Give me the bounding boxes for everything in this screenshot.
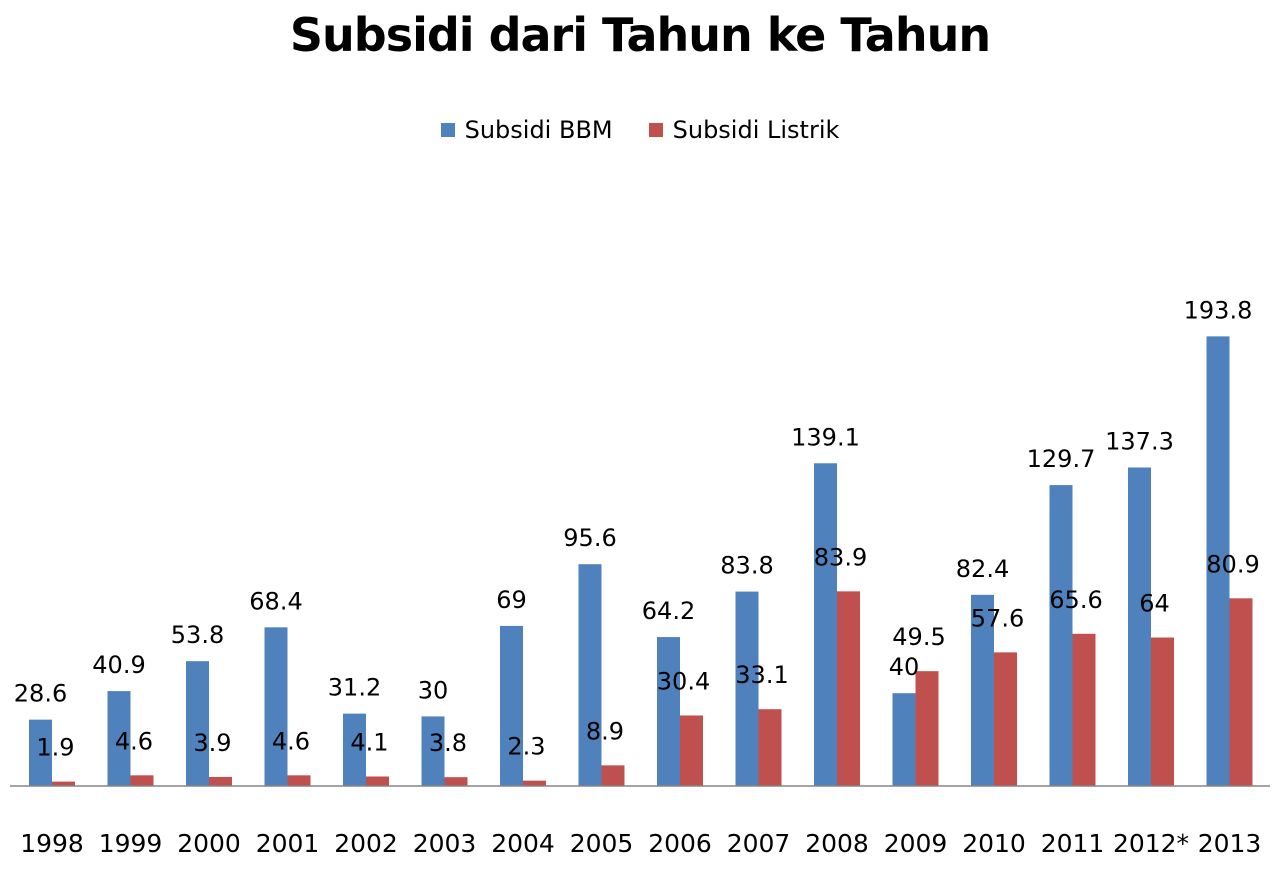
legend-label-bbm: Subsidi BBM (464, 116, 613, 144)
x-tick-2011: 2011 (1041, 829, 1105, 858)
x-tick-2008: 2008 (805, 829, 869, 858)
bar-listrik-2007 (758, 709, 782, 786)
label-listrik-1998: 1.9 (36, 734, 74, 762)
x-tick-1998: 1998 (20, 829, 84, 858)
x-tick-2002: 2002 (334, 829, 398, 858)
bar-listrik-2009 (915, 671, 939, 786)
bar-listrik-2000 (209, 776, 232, 786)
x-tick-2001: 2001 (256, 829, 320, 858)
x-tick-2010: 2010 (962, 829, 1026, 858)
x-tick-2003: 2003 (413, 829, 477, 858)
bar-bbm-2001 (264, 627, 288, 786)
label-listrik-2008: 83.9 (814, 543, 867, 571)
label-bbm-2001: 68.4 (249, 587, 302, 615)
x-tick-2005: 2005 (570, 829, 634, 858)
bar-bbm-2013 (1206, 336, 1230, 786)
label-bbm-2012*: 137.3 (1105, 427, 1174, 455)
x-tick-2007: 2007 (727, 829, 791, 858)
label-listrik-2013: 80.9 (1206, 550, 1259, 578)
bar-bbm-1999 (107, 691, 131, 786)
x-tick-labels-group: 1998 1999 2000 2001 2002 2003 2004 2005 2006 2007… (20, 829, 1261, 858)
label-bbm-2006: 64.2 (642, 597, 695, 625)
label-bbm-1998: 28.6 (14, 680, 67, 708)
label-bbm-2010: 82.4 (956, 555, 1009, 583)
x-tick-1999: 1999 (99, 829, 163, 858)
label-listrik-2006: 30.4 (657, 667, 710, 695)
label-listrik-2004: 2.3 (507, 733, 545, 761)
label-listrik-2002: 4.1 (350, 728, 388, 756)
bar-bbm-2002 (343, 713, 366, 786)
legend-item-listrik: Subsidi Listrik (648, 116, 840, 144)
chart-title: Subsidi dari Tahun ke Tahun (289, 8, 991, 62)
x-tick-2013: 2013 (1198, 829, 1262, 858)
label-listrik-2009: 49.5 (892, 623, 945, 651)
bar-bbm-2000 (186, 661, 209, 786)
bar-bbm-2012* (1128, 467, 1151, 786)
bar-bbm-2003 (421, 716, 445, 786)
bar-bbm-2006 (657, 637, 680, 786)
bar-listrik-2005 (601, 765, 625, 786)
label-bbm-2007: 83.8 (720, 552, 773, 580)
x-tick-2006: 2006 (648, 829, 712, 858)
bar-bbm-2008 (814, 463, 837, 786)
x-tick-2000: 2000 (177, 829, 241, 858)
bar-listrik-2004 (523, 780, 546, 786)
legend-swatch-bbm (440, 123, 455, 137)
bar-bbm-2007 (735, 591, 759, 786)
bar-bbm-2004 (500, 625, 523, 786)
label-bbm-2003: 30 (418, 676, 449, 704)
label-bbm-2008: 139.1 (791, 423, 860, 451)
label-listrik-2007: 33.1 (735, 661, 788, 689)
bar-listrik-1998 (52, 781, 75, 786)
value-labels-group: 28.6 1.9 40.9 4.6 53.8 3.9 68.4 4.6 31.2 4.1 30 3.8… (14, 296, 1260, 761)
bar-listrik-2008 (837, 591, 860, 786)
bar-bbm-2005 (578, 564, 602, 786)
bar-bbm-2010 (971, 594, 994, 786)
label-bbm-1999: 40.9 (92, 651, 145, 679)
label-listrik-2003: 3.8 (429, 729, 467, 757)
legend-item-bbm: Subsidi BBM (440, 116, 613, 144)
bar-listrik-2003 (444, 777, 468, 786)
label-listrik-2001: 4.6 (272, 727, 310, 755)
legend-label-listrik: Subsidi Listrik (672, 116, 840, 144)
label-listrik-2000: 3.9 (193, 729, 231, 757)
label-listrik-2012*: 64 (1139, 590, 1170, 618)
bar-listrik-2001 (287, 775, 311, 786)
bar-listrik-2013 (1229, 598, 1253, 786)
bars-group (29, 336, 1253, 786)
x-tick-2009: 2009 (884, 829, 948, 858)
label-listrik-1999: 4.6 (115, 727, 153, 755)
legend: Subsidi BBM Subsidi Listrik (0, 116, 1280, 144)
x-tick-2004: 2004 (491, 829, 555, 858)
bar-bbm-2009 (892, 693, 916, 786)
bar-bbm-1998 (29, 719, 52, 786)
label-bbm-2009: 40 (889, 653, 920, 681)
bar-listrik-2012* (1151, 637, 1174, 786)
bar-listrik-2006 (680, 715, 703, 786)
label-bbm-2000: 53.8 (171, 621, 224, 649)
label-bbm-2002: 31.2 (328, 674, 381, 702)
label-bbm-2005: 95.6 (563, 524, 616, 552)
bar-listrik-2010 (994, 652, 1017, 786)
legend-swatch-listrik (648, 123, 663, 137)
bar-bbm-2011 (1049, 485, 1073, 786)
bar-listrik-2002 (366, 776, 389, 786)
label-bbm-2004: 69 (496, 586, 527, 614)
x-tick-2012*: 2012* (1113, 829, 1189, 858)
label-bbm-2011: 129.7 (1027, 445, 1096, 473)
label-listrik-2011: 65.6 (1049, 586, 1102, 614)
label-listrik-2010: 57.6 (971, 604, 1024, 632)
bar-listrik-2011 (1072, 633, 1096, 786)
bar-listrik-1999 (130, 775, 154, 786)
label-bbm-2013: 193.8 (1184, 296, 1253, 324)
label-listrik-2005: 8.9 (586, 717, 624, 745)
